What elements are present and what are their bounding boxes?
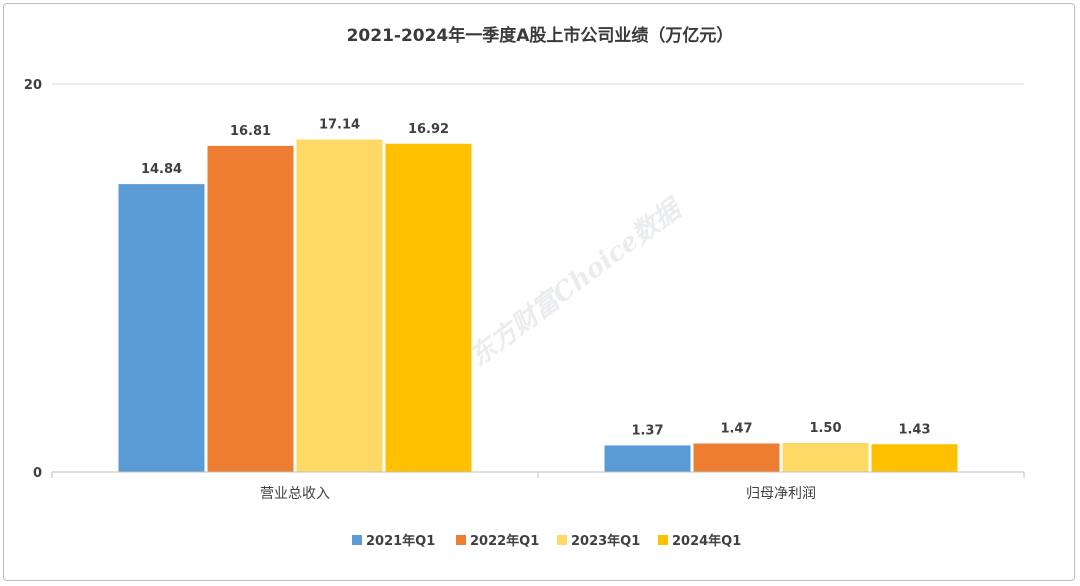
bar-1-1 — [693, 443, 780, 472]
legend-swatch — [352, 535, 362, 545]
data-label: 1.50 — [809, 421, 841, 436]
data-label: 16.81 — [230, 124, 271, 139]
legend-swatch — [658, 535, 668, 545]
bar-1-3 — [871, 444, 958, 472]
legend: 2021年Q1 2022年Q1 2023年Q1 2024年Q1 — [352, 533, 741, 549]
category-label: 营业总收入 — [260, 486, 330, 502]
data-label: 14.84 — [141, 162, 182, 177]
y-tick-label: 20 — [24, 78, 42, 93]
legend-swatch — [456, 535, 466, 545]
chart-title: 2021-2024年一季度A股上市公司业绩（万亿元） — [347, 25, 734, 46]
data-label: 1.47 — [720, 421, 752, 436]
bar-1-0 — [604, 445, 691, 472]
bar-0-1 — [207, 145, 294, 473]
legend-swatch — [557, 535, 567, 545]
bar-0-3 — [385, 143, 472, 472]
bar-1-2 — [782, 442, 869, 472]
bars — [118, 139, 958, 473]
y-tick-label: 0 — [33, 466, 42, 481]
bar-0-2 — [296, 139, 383, 472]
bar-0-0 — [118, 184, 205, 472]
data-label: 1.43 — [898, 422, 930, 437]
legend-label: 2023年Q1 — [571, 533, 640, 549]
data-label: 1.37 — [631, 423, 663, 438]
axes: 0 20 营业总收入 归母净利润 — [24, 78, 1025, 502]
data-label: 16.92 — [408, 122, 449, 137]
data-label: 17.14 — [319, 117, 360, 132]
data-labels: 14.84 16.81 17.14 16.92 1.37 1.47 1.50 1.43 — [141, 117, 931, 438]
category-label: 归母净利润 — [746, 485, 816, 502]
legend-label: 2022年Q1 — [470, 533, 539, 549]
watermark-text: 东方财富Choice数据 — [464, 192, 689, 372]
legend-label: 2024年Q1 — [672, 533, 741, 549]
legend-label: 2021年Q1 — [366, 533, 435, 549]
